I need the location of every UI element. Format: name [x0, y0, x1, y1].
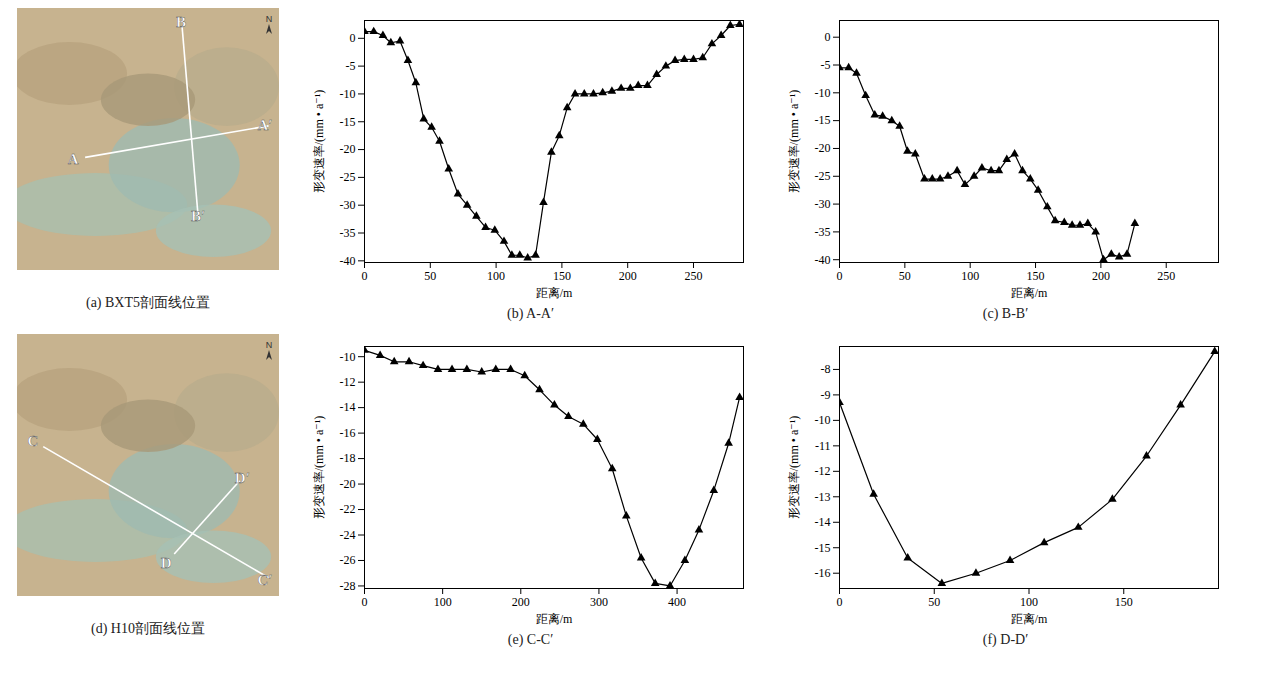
svg-text:-20: -20	[340, 477, 356, 491]
svg-text:0: 0	[837, 595, 843, 609]
svg-text:距离/m: 距离/m	[536, 612, 573, 626]
svg-text:-25: -25	[815, 169, 831, 183]
svg-text:0: 0	[362, 595, 368, 609]
svg-text:-22: -22	[340, 502, 356, 516]
html-text:(b) A-A′: (b) A-A′	[507, 306, 554, 321]
svg-text:-20: -20	[340, 142, 356, 156]
svg-text:A: A	[68, 151, 79, 167]
svg-text:-18: -18	[340, 451, 356, 465]
html-text:(d) H10剖面线位置: (d) H10剖面线位置	[91, 621, 205, 636]
svg-text:-15: -15	[815, 541, 831, 555]
svg-text:A′: A′	[257, 117, 272, 133]
svg-text:-9: -9	[821, 388, 831, 402]
svg-text:-14: -14	[815, 515, 831, 529]
svg-text:250: 250	[1157, 269, 1175, 283]
svg-text:D: D	[161, 555, 172, 571]
svg-text:-15: -15	[340, 115, 356, 129]
html-text:(e) C-C′: (e) C-C′	[507, 632, 554, 647]
svg-text:-40: -40	[340, 254, 356, 268]
svg-text:形变速率/(mm • a⁻¹): 形变速率/(mm • a⁻¹)	[312, 90, 326, 193]
svg-text:0: 0	[362, 269, 368, 283]
svg-text:-10: -10	[815, 413, 831, 427]
svg-text:形变速率/(mm • a⁻¹): 形变速率/(mm • a⁻¹)	[312, 416, 326, 519]
svg-text:距离/m: 距离/m	[1011, 286, 1048, 300]
svg-text:100: 100	[487, 269, 505, 283]
svg-text:-26: -26	[340, 553, 356, 567]
svg-text:-15: -15	[815, 113, 831, 127]
svg-text:形变速率/(mm • a⁻¹): 形变速率/(mm • a⁻¹)	[787, 90, 801, 193]
html-text:(c) B-B′: (c) B-B′	[982, 306, 1029, 321]
svg-text:B: B	[176, 14, 186, 30]
svg-text:-16: -16	[340, 426, 356, 440]
svg-text:0: 0	[350, 31, 356, 45]
svg-text:-24: -24	[340, 528, 356, 542]
svg-text:200: 200	[512, 595, 530, 609]
svg-text:-12: -12	[815, 464, 831, 478]
svg-text:250: 250	[684, 269, 702, 283]
svg-text:-16: -16	[815, 566, 831, 580]
svg-text:-13: -13	[815, 490, 831, 504]
svg-text:C: C	[27, 433, 38, 449]
svg-text:-40: -40	[815, 253, 831, 267]
svg-text:-10: -10	[340, 350, 356, 364]
svg-text:B′: B′	[191, 208, 205, 224]
svg-text:150: 150	[1115, 595, 1133, 609]
svg-text:D′: D′	[235, 470, 250, 486]
html-text:(f) D-D′: (f) D-D′	[982, 632, 1029, 647]
svg-text:-12: -12	[340, 375, 356, 389]
svg-text:距离/m: 距离/m	[536, 286, 573, 300]
svg-text:N: N	[266, 14, 273, 24]
svg-text:400: 400	[668, 595, 686, 609]
svg-text:-35: -35	[340, 226, 356, 240]
svg-text:-10: -10	[815, 86, 831, 100]
svg-text:N: N	[266, 340, 273, 350]
svg-text:200: 200	[619, 269, 637, 283]
svg-text:50: 50	[424, 269, 436, 283]
svg-text:150: 150	[1027, 269, 1045, 283]
svg-text:100: 100	[434, 595, 452, 609]
svg-text:-20: -20	[815, 141, 831, 155]
svg-text:-35: -35	[815, 225, 831, 239]
svg-text:-30: -30	[340, 198, 356, 212]
svg-text:-30: -30	[815, 197, 831, 211]
svg-text:300: 300	[590, 595, 608, 609]
svg-text:0: 0	[825, 30, 831, 44]
svg-text:-25: -25	[340, 170, 356, 184]
svg-text:-5: -5	[346, 59, 356, 73]
svg-text:-8: -8	[821, 362, 831, 376]
svg-text:-14: -14	[340, 400, 356, 414]
svg-text:200: 200	[1092, 269, 1110, 283]
svg-text:距离/m: 距离/m	[1011, 612, 1048, 626]
svg-text:0: 0	[837, 269, 843, 283]
svg-text:-5: -5	[821, 58, 831, 72]
svg-text:-28: -28	[340, 579, 356, 593]
svg-text:150: 150	[553, 269, 571, 283]
svg-text:50: 50	[899, 269, 911, 283]
svg-text:50: 50	[928, 595, 940, 609]
svg-text:-11: -11	[815, 439, 831, 453]
html-text:(a) BXT5剖面线位置: (a) BXT5剖面线位置	[86, 295, 210, 310]
svg-text:C′: C′	[257, 572, 272, 588]
svg-text:形变速率/(mm • a⁻¹): 形变速率/(mm • a⁻¹)	[787, 416, 801, 519]
svg-text:100: 100	[961, 269, 979, 283]
svg-text:-10: -10	[340, 87, 356, 101]
svg-text:100: 100	[1020, 595, 1038, 609]
